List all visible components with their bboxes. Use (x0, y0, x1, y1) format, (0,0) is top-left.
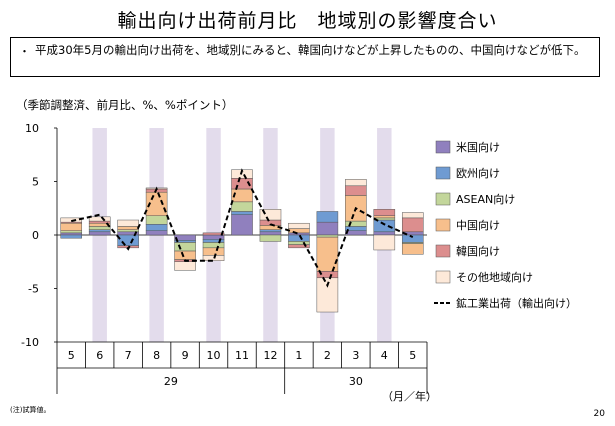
bar-segment (345, 185, 367, 196)
bar-segment (345, 230, 367, 236)
bar-segment (259, 229, 282, 233)
x-tick-label: 5 (409, 349, 416, 362)
bar-segment (288, 222, 310, 229)
legend-swatch (435, 270, 451, 284)
x-axis-title: （月／年） (382, 389, 437, 403)
x-tick-label: 5 (68, 349, 75, 362)
bar-segment (88, 231, 111, 236)
legend-label: その他地域向け (456, 270, 533, 284)
x-tick-label: 7 (125, 349, 132, 362)
x-tick-label: 12 (263, 349, 277, 362)
bar-segment (231, 201, 253, 212)
x-tick-label: 10 (207, 349, 221, 362)
bar-segment (60, 234, 83, 239)
bar-segment (316, 277, 339, 313)
legend-label: 鉱工業出荷（輸出向け） (456, 296, 577, 310)
y-tick-label: -10 (21, 336, 39, 349)
x-tick-label: 2 (324, 349, 331, 362)
legend-label: 米国向け (456, 140, 500, 154)
bar-segment (259, 234, 282, 242)
legend-label: ASEAN向け (456, 192, 515, 206)
bar-segment (401, 217, 424, 233)
bar-segment (202, 247, 225, 256)
bar-segment (401, 243, 424, 255)
summary-box: ・ 平成30年5月の輸出向け出荷を、地域別にみると、韓国向けなどが上昇したものの… (10, 37, 600, 77)
x-tick-label: 9 (182, 349, 189, 362)
legend-label: 中国向け (456, 218, 500, 232)
bar-segment (145, 224, 168, 231)
bar-segment (316, 221, 339, 236)
bar-segment (316, 234, 339, 238)
line-series-path (70, 168, 414, 288)
bar-segment (145, 215, 168, 225)
legend-label: 欧州向け (456, 166, 500, 180)
x-tick-label: 1 (295, 349, 302, 362)
bullet-mark: ・ (19, 45, 30, 58)
bar-segment (316, 236, 339, 272)
bar-segment (259, 209, 282, 221)
bar-segment (345, 179, 367, 187)
bar-segment (88, 216, 111, 222)
bar-segment (288, 241, 310, 245)
bar-segment (288, 228, 310, 234)
bar-segment (174, 242, 196, 252)
bar-segment (60, 232, 83, 236)
bar-segment (373, 209, 396, 216)
bar-segment (259, 231, 282, 236)
bar-segment (288, 232, 310, 236)
summary-text: 平成30年5月の輸出向け出荷を、地域別にみると、韓国向けなどが上昇したものの、中… (35, 43, 586, 57)
footnote: (注)試算値。 (10, 406, 51, 414)
x-tick-label: 4 (381, 349, 388, 362)
bar-segment (60, 222, 83, 231)
bar-segment (373, 234, 396, 251)
bar-segment (373, 219, 396, 233)
legend-label: 韓国向け (456, 244, 500, 258)
x-tick-label: 6 (96, 349, 103, 362)
year-label: 30 (349, 375, 363, 388)
y-tick-label: 10 (25, 122, 39, 135)
legend-swatch (435, 166, 451, 180)
bar-segment (202, 242, 225, 249)
page-number: 20 (593, 409, 605, 419)
bar-segment (60, 217, 83, 223)
line-layer (70, 168, 414, 288)
bar-segment (401, 212, 424, 219)
legend-swatch (435, 192, 451, 206)
legend-swatch (435, 244, 451, 258)
bar-layer (60, 169, 424, 313)
legend-swatch (435, 218, 451, 232)
legend-swatch (435, 140, 451, 154)
bar-segment (288, 244, 310, 249)
y-tick-label: 5 (32, 176, 39, 189)
x-tick-label: 3 (352, 349, 359, 362)
page-title: 輸出向け出荷前月比 地域別の影響度合い (117, 10, 498, 32)
year-label: 29 (164, 375, 178, 388)
bar-segment (231, 211, 253, 215)
bar-segment (60, 230, 83, 234)
bar-segment (145, 230, 168, 236)
bar-segment (117, 226, 139, 230)
y-tick-label: 0 (32, 229, 39, 242)
units-label: （季節調整済、前月比、%、%ポイント） (16, 98, 234, 112)
bar-segment (174, 250, 196, 260)
y-tick-label: -5 (28, 283, 39, 296)
bar-segment (231, 214, 253, 236)
bar-segment (373, 215, 396, 219)
bar-segment (88, 229, 111, 233)
x-tick-label: 11 (235, 349, 249, 362)
bar-segment (117, 219, 139, 227)
x-tick-label: 8 (153, 349, 160, 362)
bar-segment (174, 261, 196, 271)
bar-segment (373, 231, 396, 236)
bar-segment (88, 226, 111, 230)
bar-segment (117, 234, 139, 246)
bar-segment (316, 211, 339, 223)
bar-segment (202, 232, 225, 236)
